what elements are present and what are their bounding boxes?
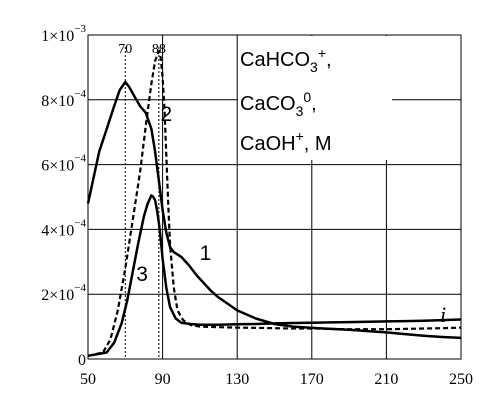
series-group (86, 50, 462, 358)
peak-marker-label: 70 (118, 42, 132, 57)
curve-label-1: 1 (200, 242, 212, 265)
legend-line-1: CaHCO3+, (240, 45, 332, 75)
y-tick-label: 6×10−4 (41, 153, 86, 175)
legend-line-3: CaOH+, M (240, 128, 332, 155)
legend-box: CaHCO3+, CaCO30, CaOH+, M (238, 36, 392, 160)
series-1-line (86, 80, 462, 340)
curve-labels: 1 2 3 (136, 103, 211, 286)
peak-marker-label: 88 (152, 42, 166, 57)
x-tick-label: 50 (80, 371, 96, 388)
x-tick-label: 250 (449, 371, 473, 388)
x-tick-label: 130 (225, 371, 249, 388)
plot-frame (87, 34, 462, 360)
y-tick-label: 1×10−3 (41, 23, 86, 45)
x-tick-label: 170 (300, 371, 324, 388)
x-axis-label: i (440, 302, 446, 327)
x-tick-label: 210 (374, 371, 398, 388)
legend-line-2: CaCO30, (240, 89, 317, 119)
y-tick-label: 0 (78, 352, 86, 369)
y-tick-label: 4×10−4 (41, 217, 86, 239)
curve-label-2: 2 (160, 103, 172, 126)
series-3-line (87, 194, 462, 358)
tick-labels: 50 90 130 170 210 25002×10−44×10−46×10−48×10−… (41, 23, 473, 388)
x-tick-label: 90 (155, 371, 171, 388)
y-tick-label: 8×10−4 (41, 88, 86, 110)
y-tick-label: 2×10−4 (41, 282, 86, 304)
series-2-line (87, 50, 462, 357)
curve-label-3: 3 (136, 263, 148, 286)
